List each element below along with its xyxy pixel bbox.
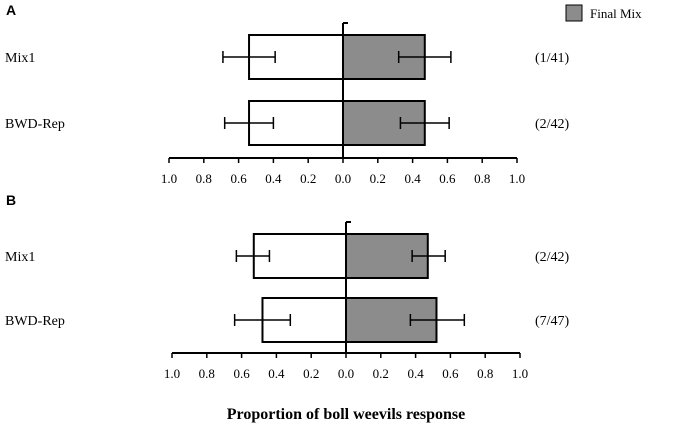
x-tick-label: 0.2 (370, 171, 386, 186)
x-tick-label: 0.2 (300, 171, 316, 186)
x-tick-label: 0.8 (477, 366, 493, 381)
x-tick-label: 1.0 (161, 171, 177, 186)
x-tick-label: 0.2 (303, 366, 319, 381)
legend: Final Mix (565, 4, 642, 22)
x-tick-label: 0.4 (404, 171, 421, 186)
x-axis-label: Proportion of boll weevils response (227, 406, 466, 423)
x-tick-label: 0.4 (265, 171, 282, 186)
category-label: Mix1 (5, 51, 35, 66)
x-tick-label: 0.2 (373, 366, 389, 381)
panel-label: A (6, 2, 16, 18)
panel-label: B (6, 192, 16, 208)
x-tick-label: 1.0 (164, 366, 180, 381)
x-tick-label: 0.0 (335, 171, 351, 186)
category-label: Mix1 (5, 250, 35, 265)
legend-swatch (565, 4, 583, 22)
category-label: BWD-Rep (5, 117, 65, 132)
x-tick-label: 1.0 (512, 366, 528, 381)
bar-left (252, 233, 347, 279)
x-tick-label: 0.8 (196, 171, 212, 186)
x-tick-label: 1.0 (509, 171, 525, 186)
sample-annotation: (1/41) (535, 51, 570, 66)
chart-panels: A 1.0 0.8 0.6 0.4 0.2 0.0 0.2 0.4 0.6 0.8 1.0 Mix1 (1… (5, 2, 570, 381)
sample-annotation: (7/47) (535, 314, 570, 329)
panel-b: B 1.0 0.8 0.6 0.4 0.2 0.0 0.2 0.4 0.6 0.8 1.0 Mix1 (2… (5, 192, 570, 381)
x-tick-label: 0.6 (233, 366, 250, 381)
x-tick-label: 0.6 (442, 366, 459, 381)
sample-annotation: (2/42) (535, 250, 570, 265)
sample-annotation: (2/42) (535, 117, 570, 132)
x-tick-label: 0.6 (230, 171, 247, 186)
x-tick-label: 0.8 (474, 171, 490, 186)
panel-a: A 1.0 0.8 0.6 0.4 0.2 0.0 0.2 0.4 0.6 0.8 1.0 Mix1 (1… (5, 2, 570, 186)
x-tick-label: 0.4 (407, 366, 424, 381)
x-tick-label: 0.0 (338, 366, 354, 381)
legend-label: Final Mix (590, 6, 642, 21)
x-tick-label: 0.4 (268, 366, 285, 381)
category-label: BWD-Rep (5, 314, 65, 329)
x-tick-label: 0.8 (199, 366, 215, 381)
x-tick-label: 0.6 (439, 171, 456, 186)
